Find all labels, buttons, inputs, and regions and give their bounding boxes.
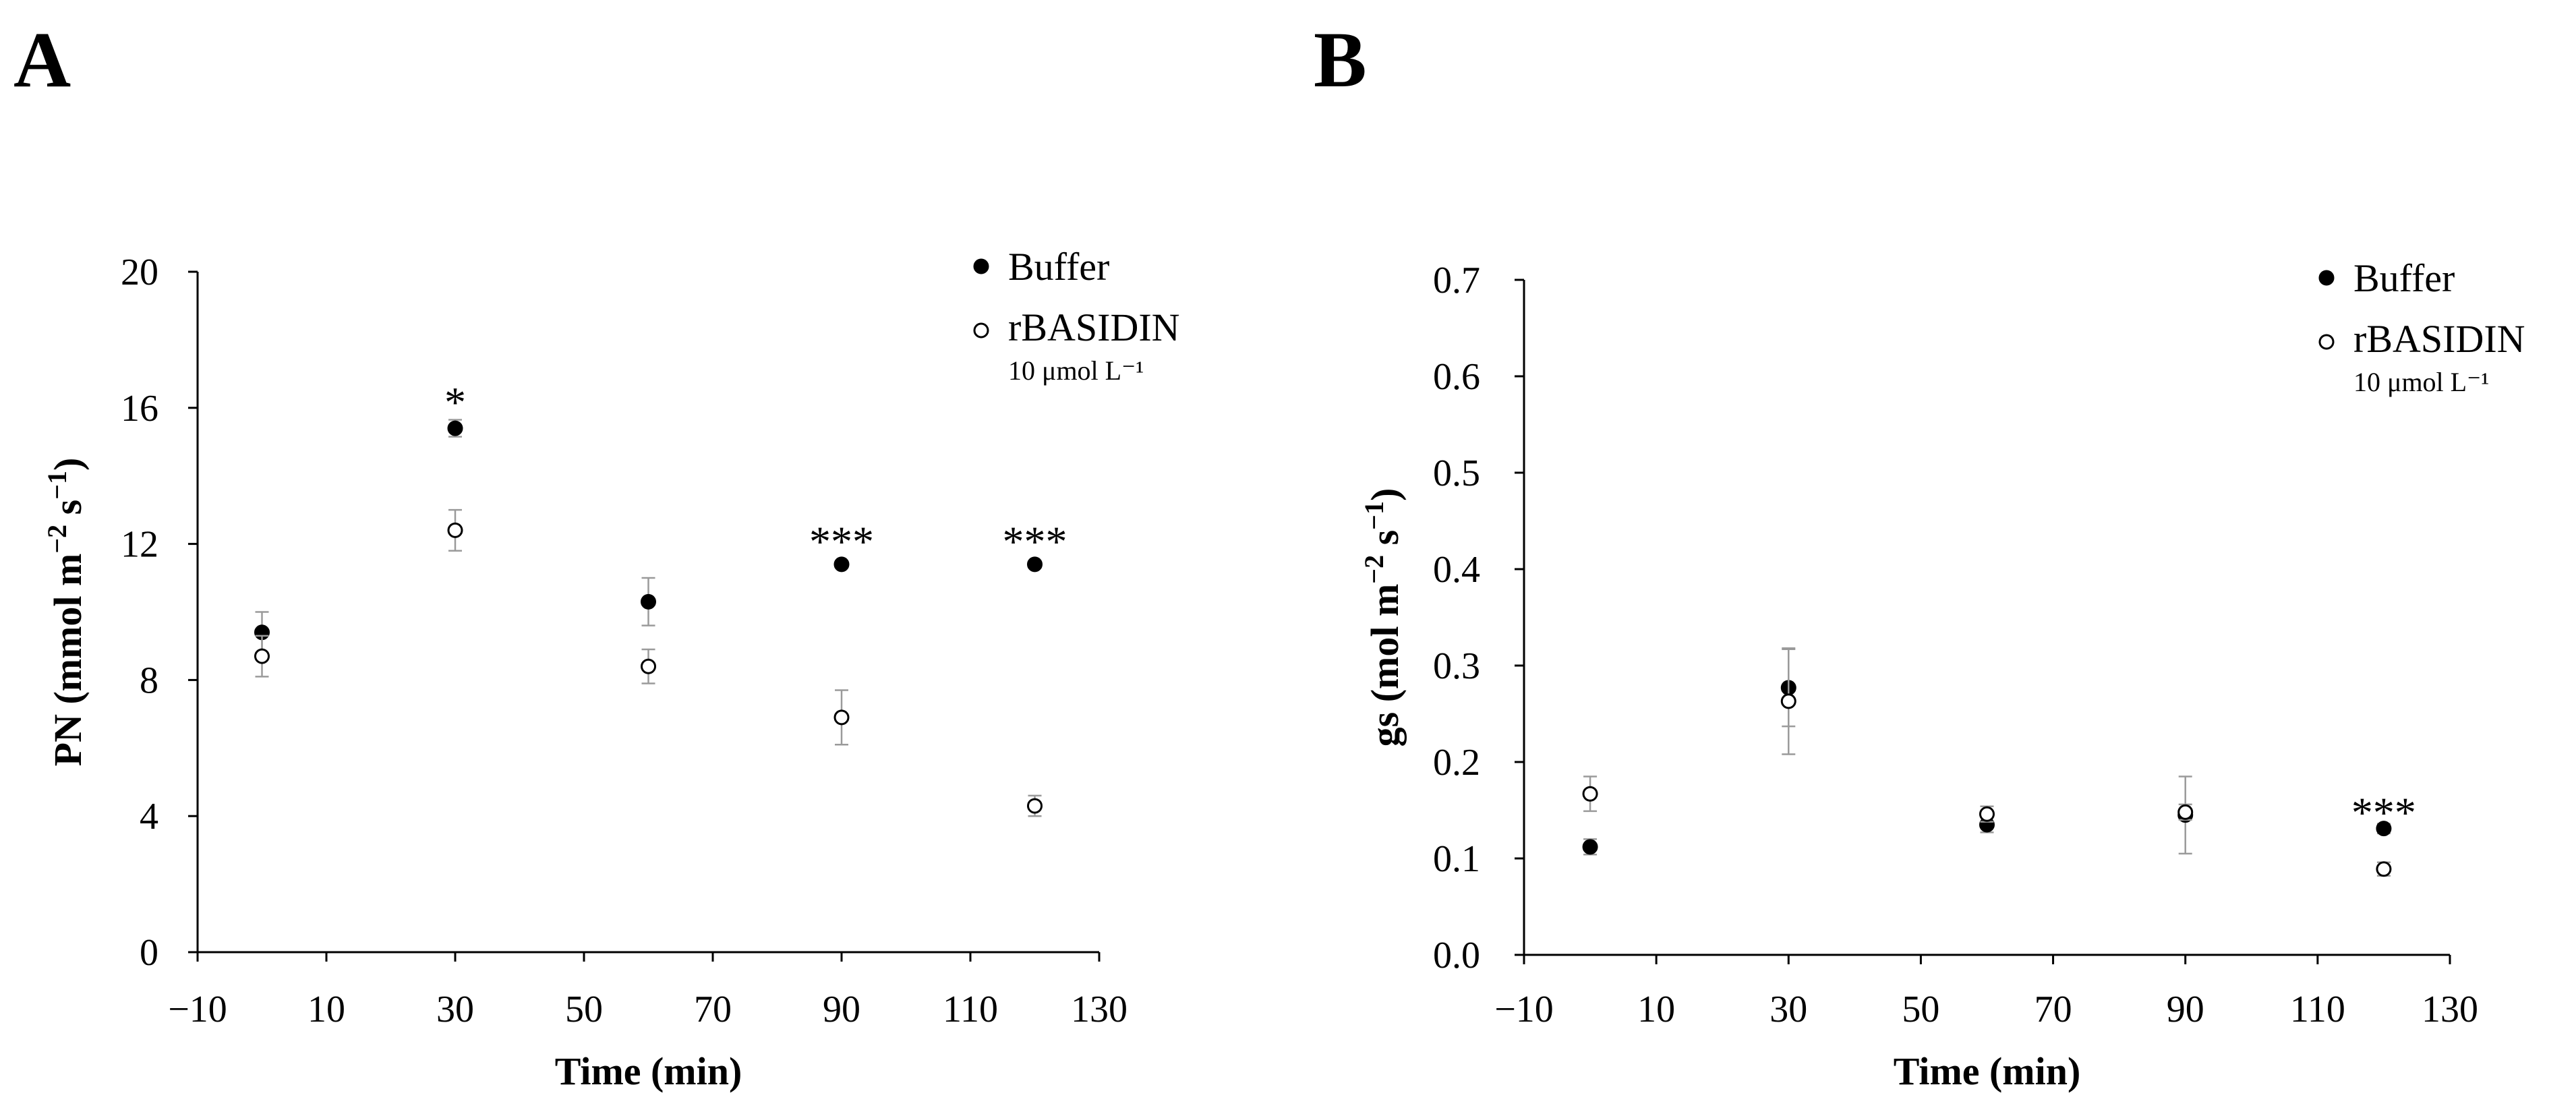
buffer-point	[447, 420, 463, 436]
y-tick-label: 0.6	[1433, 356, 1480, 398]
x-tick-label: 130	[1071, 989, 1128, 1030]
significance-marker: *	[444, 378, 466, 426]
legend-marker-buffer	[2318, 270, 2335, 286]
legend-label-buffer: Buffer	[2353, 256, 2455, 300]
x-tick-label: 30	[1769, 989, 1807, 1030]
legend-marker-rbasidin	[2318, 334, 2335, 350]
buffer-point	[833, 556, 850, 573]
x-tick-label: 50	[1902, 989, 1939, 1030]
legend-label-rbasidin: rBASIDIN	[2353, 317, 2525, 361]
buffer-point	[641, 593, 656, 610]
legend-marker-buffer	[973, 258, 989, 274]
y-tick-label: 12	[121, 524, 158, 566]
panel-label: B	[1314, 16, 1367, 104]
x-axis-title: Time (min)	[555, 1049, 742, 1093]
y-axis-title-part: gs (mol m	[1363, 584, 1407, 747]
legend-marker-rbasidin	[973, 322, 989, 339]
x-tick-label: 90	[823, 989, 860, 1030]
rbasidin-point	[1979, 806, 1995, 822]
panel-b: B 0.0 0.1 0.2 0.3 0.4 0.5 0.6 0.7 −10 10 30 50 70 90 11…	[1314, 16, 2525, 1093]
x-tick-label: −10	[168, 989, 227, 1030]
y-axis-title-part: )	[46, 458, 90, 471]
y-axis-title-part: −2	[42, 525, 72, 554]
x-tick-label: 50	[565, 989, 603, 1030]
x-tick-label: 10	[308, 989, 345, 1030]
legend-label-rbasidin: rBASIDIN	[1008, 305, 1180, 349]
y-axis-title: PN (mmol m−2 s−1)	[42, 458, 90, 767]
y-tick-label: 0.2	[1433, 742, 1480, 784]
y-tick-label: 8	[140, 659, 158, 701]
legend-sublabel: 10 μmol L⁻¹	[2353, 367, 2489, 397]
rbasidin-point	[1582, 786, 1598, 802]
significance-marker: ***	[809, 518, 874, 566]
y-tick-label: 0.4	[1433, 549, 1480, 591]
rbasidin-point	[2177, 804, 2194, 820]
y-tick-label: 0.0	[1433, 935, 1480, 976]
significance-marker: ***	[2351, 789, 2416, 837]
buffer-point	[1027, 556, 1043, 573]
x-tick-label: 90	[2167, 989, 2204, 1030]
y-tick-label: 0	[140, 932, 158, 974]
panel-a: A 0 4 8 12 16 20 −10 10 30 50 70 90 110 130 Time (min) P…	[13, 16, 1180, 1093]
y-axis-title-part: s	[46, 500, 90, 525]
significance-marker: ***	[1003, 518, 1067, 566]
buffer-point	[1582, 839, 1598, 855]
y-axis-title-part: )	[1363, 488, 1407, 501]
y-tick-label: 20	[121, 252, 158, 293]
rbasidin-point	[641, 658, 656, 674]
y-tick-label: 0.7	[1433, 260, 1480, 301]
rbasidin-point	[1780, 693, 1796, 709]
y-tick-label: 4	[140, 796, 158, 838]
y-axis-title-part: PN (mmol m	[46, 554, 90, 767]
x-axis-title: Time (min)	[1894, 1049, 2081, 1093]
rbasidin-point	[1027, 798, 1043, 814]
x-tick-label: 30	[436, 989, 474, 1030]
y-axis-title-part: −1	[42, 471, 72, 500]
x-tick-label: −10	[1494, 989, 1554, 1030]
y-axis-title-part: −1	[1359, 501, 1389, 530]
x-tick-label: 110	[2290, 989, 2345, 1030]
x-tick-label: 70	[694, 989, 732, 1030]
x-tick-label: 70	[2035, 989, 2072, 1030]
legend-sublabel: 10 μmol L⁻¹	[1008, 355, 1144, 386]
rbasidin-point	[254, 648, 270, 664]
legend-label-buffer: Buffer	[1008, 245, 1109, 289]
x-tick-label: 110	[943, 989, 998, 1030]
y-axis-title-part: −2	[1359, 555, 1389, 584]
x-tick-label: 130	[2422, 989, 2478, 1030]
rbasidin-point	[447, 522, 463, 538]
x-tick-label: 10	[1637, 989, 1675, 1030]
rbasidin-point	[833, 709, 850, 726]
y-tick-label: 0.3	[1433, 645, 1480, 687]
y-tick-label: 0.1	[1433, 838, 1480, 880]
buffer-point	[2376, 821, 2392, 837]
y-axis-title: gs (mol m−2 s−1)	[1359, 488, 1407, 747]
y-tick-label: 16	[121, 388, 158, 430]
y-axis-title-part: s	[1363, 530, 1407, 555]
rbasidin-point	[2376, 861, 2392, 877]
panel-label: A	[13, 16, 71, 104]
y-tick-label: 0.5	[1433, 452, 1480, 494]
